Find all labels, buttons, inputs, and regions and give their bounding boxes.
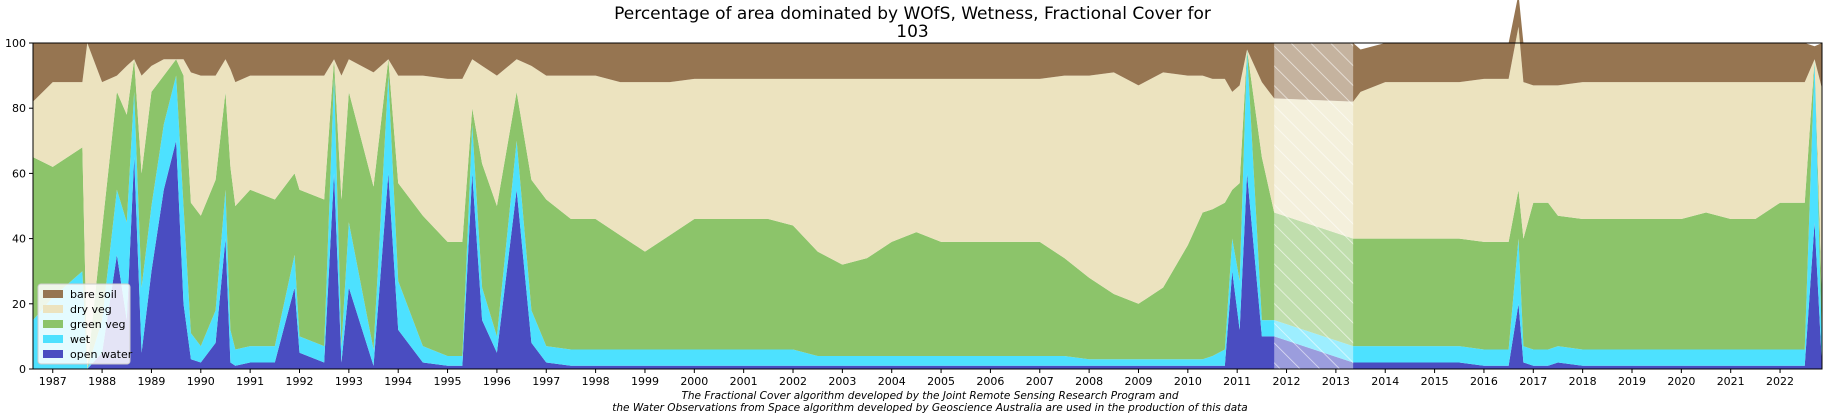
open-water-legend-label: open water — [70, 348, 133, 361]
x-tick-label: 1992 — [285, 375, 313, 388]
y-tick-label: 100 — [5, 37, 26, 50]
chart-title-line2: 103 — [896, 22, 929, 42]
bare-soil-legend-swatch — [43, 290, 63, 298]
x-tick-label: 2007 — [1026, 375, 1054, 388]
x-tick-label: 2019 — [1618, 375, 1646, 388]
x-tick-label: 1990 — [187, 375, 215, 388]
x-tick-label: 2001 — [730, 375, 758, 388]
x-tick-label: 2006 — [976, 375, 1004, 388]
x-tick-label: 1999 — [631, 375, 659, 388]
wet-legend-swatch — [43, 335, 63, 343]
green-veg-area — [33, 49, 1822, 370]
x-tick-label: 2009 — [1124, 375, 1152, 388]
x-tick-label: 1995 — [434, 375, 462, 388]
bare-soil-legend-label: bare soil — [70, 288, 117, 301]
x-tick-label: 2022 — [1766, 375, 1794, 388]
legend-box — [37, 283, 131, 365]
y-tick-label: 20 — [12, 298, 26, 311]
y-tick-label: 80 — [12, 102, 26, 115]
x-tick-label: 1994 — [384, 375, 412, 388]
x-tick-label: 2005 — [927, 375, 955, 388]
x-tick-label: 1988 — [88, 375, 116, 388]
green-veg-legend-label: green veg — [70, 318, 126, 331]
x-tick-label: 2021 — [1717, 375, 1745, 388]
dry-veg-legend-swatch — [43, 305, 63, 313]
x-tick-label: 1993 — [335, 375, 363, 388]
green-veg-legend-swatch — [43, 320, 63, 328]
x-tick-label: 2000 — [680, 375, 708, 388]
chart-title-line1: Percentage of area dominated by WOfS, We… — [614, 4, 1211, 24]
x-tick-label: 2003 — [828, 375, 856, 388]
x-tick-label: 2017 — [1519, 375, 1547, 388]
y-tick-label: 0 — [19, 363, 26, 376]
dry-veg-legend-label: dry veg — [70, 303, 112, 316]
caption-line1: The Fractional Cover algorithm developed… — [681, 390, 1179, 402]
x-tick-label: 2010 — [1174, 375, 1202, 388]
wet-area — [33, 49, 1822, 370]
x-tick-label: 2014 — [1371, 375, 1399, 388]
x-tick-label: 2004 — [878, 375, 906, 388]
x-tick-label: 2008 — [1075, 375, 1103, 388]
x-tick-label: 2013 — [1322, 375, 1350, 388]
x-tick-label: 2015 — [1421, 375, 1449, 388]
open-water-legend-swatch — [43, 350, 63, 358]
x-tick-label: 2012 — [1273, 375, 1301, 388]
x-tick-label: 2016 — [1470, 375, 1498, 388]
wet-legend-label: wet — [70, 333, 91, 346]
bare-soil-area — [33, 0, 1822, 102]
plot-frame — [32, 42, 1823, 370]
y-tick-label: 40 — [12, 233, 26, 246]
x-tick-label: 1996 — [483, 375, 511, 388]
x-tick-label: 2020 — [1667, 375, 1695, 388]
open-water-area — [33, 140, 1822, 369]
dry-veg-area — [33, 26, 1822, 369]
caption-line2: the Water Observations from Space algori… — [612, 402, 1248, 414]
x-tick-label: 2011 — [1223, 375, 1251, 388]
x-tick-label: 2002 — [779, 375, 807, 388]
x-tick-label: 1987 — [39, 375, 67, 388]
y-tick-label: 60 — [12, 167, 26, 180]
no-data-hatch — [1274, 43, 1354, 369]
x-tick-label: 1991 — [236, 375, 264, 388]
x-tick-label: 2018 — [1569, 375, 1597, 388]
x-tick-label: 1998 — [582, 375, 610, 388]
x-tick-label: 1997 — [532, 375, 560, 388]
x-tick-label: 1989 — [137, 375, 165, 388]
